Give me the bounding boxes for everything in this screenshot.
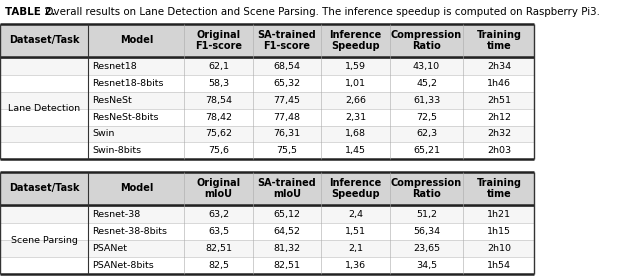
Text: 62,3: 62,3 bbox=[416, 129, 437, 138]
Text: PSANet: PSANet bbox=[92, 244, 127, 253]
Text: 78,42: 78,42 bbox=[205, 113, 232, 122]
Text: 62,1: 62,1 bbox=[208, 62, 229, 71]
Text: 2h51: 2h51 bbox=[487, 96, 511, 105]
Text: Dataset/Task: Dataset/Task bbox=[9, 183, 79, 193]
Text: 2h10: 2h10 bbox=[487, 244, 511, 253]
Text: Compression
Ratio: Compression Ratio bbox=[391, 30, 462, 51]
Bar bbox=[0, 58, 534, 75]
Text: 2,4: 2,4 bbox=[348, 210, 363, 219]
Text: Resnet18-8bits: Resnet18-8bits bbox=[92, 79, 164, 88]
Text: Model: Model bbox=[120, 35, 153, 45]
Text: 51,2: 51,2 bbox=[416, 210, 437, 219]
Text: 76,31: 76,31 bbox=[273, 129, 301, 138]
Text: 82,51: 82,51 bbox=[205, 244, 232, 253]
Text: 1,45: 1,45 bbox=[345, 146, 366, 155]
Text: Resnet-38-8bits: Resnet-38-8bits bbox=[92, 227, 167, 236]
Text: 1,68: 1,68 bbox=[345, 129, 366, 138]
Text: Original
F1-score: Original F1-score bbox=[195, 30, 242, 51]
Text: 43,10: 43,10 bbox=[413, 62, 440, 71]
Text: 1h46: 1h46 bbox=[487, 79, 511, 88]
Text: Scene Parsing: Scene Parsing bbox=[11, 235, 77, 245]
Text: 75,5: 75,5 bbox=[276, 146, 298, 155]
Bar bbox=[0, 125, 534, 142]
Text: 2h32: 2h32 bbox=[487, 129, 511, 138]
Bar bbox=[0, 172, 534, 205]
Text: 63,5: 63,5 bbox=[208, 227, 229, 236]
Text: PSANet-8bits: PSANet-8bits bbox=[92, 261, 154, 270]
Bar bbox=[0, 223, 534, 240]
Text: ResNeSt-8bits: ResNeSt-8bits bbox=[92, 113, 159, 122]
Text: 56,34: 56,34 bbox=[413, 227, 440, 236]
Bar bbox=[0, 206, 534, 223]
Text: 1,59: 1,59 bbox=[345, 62, 366, 71]
Text: 2h34: 2h34 bbox=[487, 62, 511, 71]
Text: Inference
Speedup: Inference Speedup bbox=[330, 178, 381, 199]
Bar bbox=[0, 240, 534, 257]
Text: 2,31: 2,31 bbox=[345, 113, 366, 122]
Text: 23,65: 23,65 bbox=[413, 244, 440, 253]
Text: 77,45: 77,45 bbox=[273, 96, 301, 105]
Text: 61,33: 61,33 bbox=[413, 96, 440, 105]
Text: 82,5: 82,5 bbox=[208, 261, 229, 270]
Text: Overall results on Lane Detection and Scene Parsing. The inference speedup is co: Overall results on Lane Detection and Sc… bbox=[42, 7, 600, 17]
Text: Swin-8bits: Swin-8bits bbox=[92, 146, 141, 155]
Text: Training
time: Training time bbox=[476, 178, 522, 199]
Text: SA-trained
mIoU: SA-trained mIoU bbox=[258, 178, 316, 199]
Text: Resnet18: Resnet18 bbox=[92, 62, 137, 71]
Text: 68,54: 68,54 bbox=[273, 62, 301, 71]
Text: 65,21: 65,21 bbox=[413, 146, 440, 155]
Text: Dataset/Task: Dataset/Task bbox=[9, 35, 79, 45]
Text: 1h54: 1h54 bbox=[487, 261, 511, 270]
Text: 1h21: 1h21 bbox=[487, 210, 511, 219]
Text: 64,52: 64,52 bbox=[273, 227, 301, 236]
Bar bbox=[0, 257, 534, 274]
Text: Model: Model bbox=[120, 183, 153, 193]
Text: 72,5: 72,5 bbox=[416, 113, 437, 122]
Text: 1,01: 1,01 bbox=[345, 79, 366, 88]
Text: Swin: Swin bbox=[92, 129, 115, 138]
Text: Lane Detection: Lane Detection bbox=[8, 104, 80, 113]
Text: 2h03: 2h03 bbox=[487, 146, 511, 155]
Text: Inference
Speedup: Inference Speedup bbox=[330, 30, 381, 51]
Bar bbox=[0, 109, 534, 125]
Text: 75,62: 75,62 bbox=[205, 129, 232, 138]
Text: Resnet-38: Resnet-38 bbox=[92, 210, 140, 219]
Text: 82,51: 82,51 bbox=[273, 261, 301, 270]
Text: 63,2: 63,2 bbox=[208, 210, 229, 219]
Text: 81,32: 81,32 bbox=[273, 244, 301, 253]
Text: 2,1: 2,1 bbox=[348, 244, 363, 253]
Text: 78,54: 78,54 bbox=[205, 96, 232, 105]
Text: TABLE 2.: TABLE 2. bbox=[5, 7, 56, 17]
Text: 1,51: 1,51 bbox=[345, 227, 366, 236]
Text: Compression
Ratio: Compression Ratio bbox=[391, 178, 462, 199]
Text: 77,48: 77,48 bbox=[273, 113, 301, 122]
Text: 34,5: 34,5 bbox=[416, 261, 437, 270]
Text: ResNeSt: ResNeSt bbox=[92, 96, 132, 105]
Text: Original
mIoU: Original mIoU bbox=[196, 178, 241, 199]
Bar bbox=[0, 75, 534, 92]
Bar bbox=[0, 92, 534, 109]
Text: 2h12: 2h12 bbox=[487, 113, 511, 122]
Text: 1h15: 1h15 bbox=[487, 227, 511, 236]
Bar bbox=[0, 142, 534, 159]
Text: 2,66: 2,66 bbox=[345, 96, 366, 105]
Text: 75,6: 75,6 bbox=[208, 146, 229, 155]
Text: 45,2: 45,2 bbox=[416, 79, 437, 88]
Text: SA-trained
F1-score: SA-trained F1-score bbox=[258, 30, 316, 51]
Text: Training
time: Training time bbox=[476, 30, 522, 51]
Text: 65,12: 65,12 bbox=[273, 210, 301, 219]
Bar bbox=[0, 24, 534, 57]
Text: 65,32: 65,32 bbox=[273, 79, 301, 88]
Text: 58,3: 58,3 bbox=[208, 79, 229, 88]
Text: 1,36: 1,36 bbox=[345, 261, 366, 270]
